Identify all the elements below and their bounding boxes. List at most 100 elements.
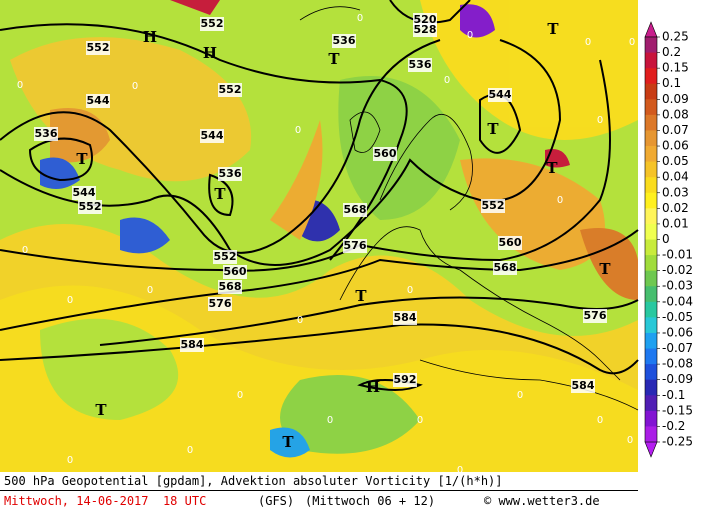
contour-label: 552 [482,199,505,212]
colorbar-label: -0.01 [662,248,693,262]
contour-label-bg [200,129,224,143]
pressure-symbol: T [95,401,107,419]
colorbar-band [645,161,657,178]
contour-label: 584 [394,311,417,324]
contour-label-bg [408,58,432,72]
contour-label-bg [393,373,417,387]
colorbar-band [645,255,657,272]
colorbar-band [645,426,657,443]
contour-label: 568 [219,280,242,293]
colorbar-label: -0.1 [662,388,685,402]
contour-label: 552 [87,41,110,54]
zero-label: 0 [597,115,603,126]
contour-label: 552 [219,83,242,96]
footer-model: (GFS) [258,494,295,508]
contour-label: 568 [494,261,517,274]
contour-label: 536 [219,167,242,180]
zero-label: 0 [467,30,473,41]
colorbar-label: 0.01 [662,216,689,230]
zero-label: 0 [297,315,303,326]
colorbar-band [645,177,657,194]
colorbar-label: -0.06 [662,325,693,339]
zero-label: 0 [67,455,73,466]
colorbar-band [645,364,657,381]
pressure-symbol: T [546,159,558,177]
colorbar-band [645,395,657,412]
colorbar-label: -0.02 [662,263,693,277]
colorbar-label: -0.04 [662,294,693,308]
zero-label: 0 [585,37,591,48]
colorbar-band [645,99,657,116]
contour-label: 592 [394,373,417,386]
contour-label-bg [413,23,437,37]
contour-label-bg [343,203,367,217]
colorbar-band [645,83,657,100]
colorbar-band [645,223,657,240]
pressure-symbol: T [547,20,559,38]
contour-label: 544 [73,186,96,199]
contour-label-bg [481,199,505,213]
colorbar-label: -0.07 [662,341,693,355]
contour-label-bg [86,94,110,108]
pressure-symbol: T [214,185,226,203]
contour-label: 552 [214,250,237,263]
contour-label: 544 [201,129,224,142]
contour-label-bg [180,338,204,352]
colorbar-bottom-arrow [644,441,658,458]
zero-label: 0 [517,390,523,401]
contour-label-bg [583,309,607,323]
contour-label: 544 [489,88,512,101]
colorbar-band [645,286,657,303]
colorbar-label: -0.03 [662,279,693,293]
zero-label: 0 [187,445,193,456]
pressure-symbol: H [143,28,157,46]
zero-label: 0 [147,285,153,296]
contour-label: 560 [374,147,397,160]
colorbar-label: 0.09 [662,92,689,106]
colorbar-label: 0.2 [662,45,681,59]
coastlines [299,6,639,411]
contour-label-bg [218,167,242,181]
zero-label: 0 [22,245,28,256]
zero-label: 0 [357,13,363,24]
contour-label-bg [343,239,367,253]
contour-label-bg [86,41,110,55]
colorbar-band [645,52,657,69]
pressure-symbol: T [328,50,340,68]
colorbar-label: 0.05 [662,154,689,168]
contour-label: 576 [344,239,367,252]
colorbar-band [645,114,657,131]
colorbar-band [645,239,657,256]
colorbar-label: 0.02 [662,201,689,215]
colorbar-label: -0.08 [662,357,693,371]
colorbar-label: 0.08 [662,107,689,121]
contour-label-bg [34,127,58,141]
contour-label: 536 [35,127,58,140]
contour-label-bg [72,186,96,200]
zero-label: 0 [407,285,413,296]
colorbar-label: -0.05 [662,310,693,324]
contour-label: 528 [414,23,437,36]
colorbar-label: 0.07 [662,123,689,137]
colorbar-label: -0.15 [662,403,693,417]
zero-label: 0 [557,195,563,206]
zero-label: 0 [629,37,635,48]
footer-credit: © www.wetter3.de [484,494,600,508]
contour-label: 520 [414,13,437,26]
colorbar-band [645,301,657,318]
contour-label-bg [498,236,522,250]
vorticity-field [0,0,638,472]
colorbar-label: -0.25 [662,435,693,449]
colorbar-band [645,410,657,427]
contour-label: 552 [79,200,102,213]
contour-label: 536 [333,34,356,47]
contour-label-bg [78,200,102,214]
colorbar-band [645,270,657,287]
colorbar-label: -0.2 [662,419,685,433]
contour-label-bg [332,34,356,48]
contour-label-bg [213,250,237,264]
pressure-symbol: H [203,44,217,62]
colorbar-label: 0.06 [662,139,689,153]
pressure-symbol: T [76,150,88,168]
